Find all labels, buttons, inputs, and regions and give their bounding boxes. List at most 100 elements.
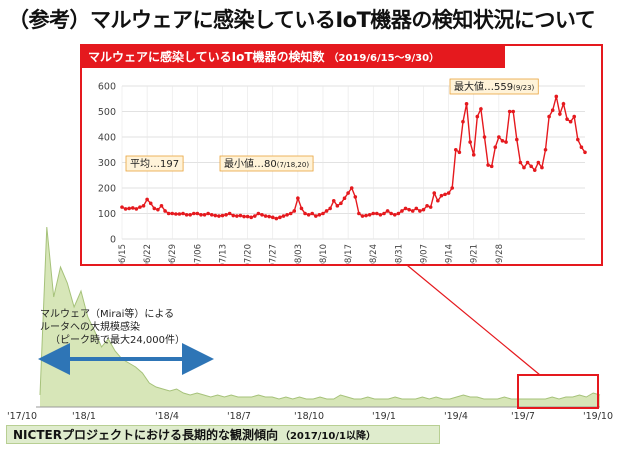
inset-data-point	[328, 206, 332, 211]
inset-annotation-note: (7/18,20)	[277, 161, 310, 169]
inset-annotation-box	[449, 78, 539, 95]
inset-data-point	[342, 196, 347, 200]
inset-data-point	[335, 204, 340, 208]
inset-data-point	[457, 150, 462, 155]
inset-annotation: 最小値…80(7/18,20)	[219, 155, 314, 172]
inset-data-point	[522, 165, 526, 170]
inset-data-point	[170, 211, 175, 216]
inset-data-point	[371, 211, 376, 216]
inset-data-point	[231, 213, 236, 218]
inset-annotation: 最大値…559(9/23)	[449, 78, 539, 95]
inset-data-point	[141, 204, 146, 208]
long-term-xtick-label: '18/4	[155, 411, 179, 422]
inset-data-point	[296, 196, 300, 200]
footer-title: NICTERプロジェクトにおける長期的な観測傾向	[13, 428, 278, 442]
inset-annotation-box	[125, 155, 184, 172]
inset-data-point	[177, 212, 182, 216]
inset-data-point	[238, 213, 243, 218]
inset-data-point	[288, 211, 293, 216]
peak-annotation-line1: マルウェア（Mirai等）による	[40, 309, 175, 320]
inset-data-point	[385, 209, 390, 213]
inset-data-point	[270, 215, 275, 220]
inset-data-point	[439, 193, 444, 198]
inset-data-point	[317, 212, 322, 217]
inset-data-point	[184, 212, 189, 217]
page-title: （参考）マルウェアに感染しているIoT機器の検知状況について	[8, 8, 596, 32]
inset-data-point	[540, 165, 544, 170]
long-term-xtick-label: '19/7	[511, 411, 535, 422]
inset-data-point	[181, 211, 185, 216]
long-term-xtick-layer: '17/10 '18/1 '18/4 '18/7 '18/10 '19/1 '19/4 '19…	[7, 411, 613, 422]
inset-data-point	[217, 214, 221, 218]
inset-annotation-note: (9/23)	[513, 84, 534, 92]
inset-data-point	[443, 192, 447, 197]
inset-data-point	[245, 214, 250, 219]
recent-period-highlight	[517, 374, 599, 409]
inset-data-point	[471, 153, 476, 157]
inset-data-point	[504, 140, 508, 144]
inset-data-point	[418, 209, 422, 213]
inset-data-point	[511, 109, 516, 114]
inset-data-point	[274, 216, 279, 221]
inset-data-point	[407, 207, 411, 212]
inset-data-point	[543, 147, 548, 152]
inset-data-point	[532, 168, 537, 172]
inset-data-point	[145, 197, 149, 202]
inset-data-point	[464, 102, 469, 106]
inset-data-point	[576, 137, 580, 142]
inset-data-point	[174, 212, 178, 216]
inset-data-point	[299, 206, 304, 211]
inset-data-point	[482, 135, 487, 139]
inset-data-point	[382, 211, 386, 216]
inset-data-point	[314, 214, 318, 218]
inset-data-point	[213, 213, 218, 218]
inset-xtick-label: 06/29	[168, 244, 178, 264]
inset-xtick-label: 07/06	[193, 244, 203, 264]
inset-data-point	[515, 137, 519, 142]
inset-data-point	[195, 211, 200, 216]
peak-annotation: マルウェア（Mirai等）による ルータへの大規模感染 （ピーク時で最大24,0…	[40, 308, 185, 347]
inset-data-point	[568, 119, 573, 124]
inset-data-point	[227, 211, 232, 216]
inset-data-point	[479, 107, 483, 111]
inset-data-point	[536, 160, 541, 165]
inset-data-point	[500, 139, 505, 143]
inset-ytick-label: 400	[98, 133, 116, 144]
inset-ytick-label: 500	[98, 107, 116, 118]
inset-xtick-label: 06/22	[143, 244, 153, 264]
long-term-xtick-label: '18/1	[72, 411, 96, 422]
inset-data-point	[453, 147, 458, 152]
inset-annotation-box	[219, 155, 314, 172]
inset-data-point	[349, 186, 354, 190]
inset-chart-title: マルウェアに感染しているIoT機器の検知数	[88, 50, 325, 64]
inset-data-point	[425, 204, 429, 208]
inset-data-point	[310, 211, 315, 216]
inset-data-point	[428, 205, 433, 209]
inset-data-point	[489, 164, 494, 169]
inset-data-point	[518, 160, 523, 165]
inset-data-point	[400, 209, 404, 213]
inset-data-point	[260, 212, 264, 217]
inset-data-point	[364, 213, 368, 218]
inset-data-point	[507, 109, 512, 114]
inset-annotation-layer: 平均…197 最小値…80(7/18,20) 最大値…559(9/23)	[125, 78, 539, 172]
inset-data-point	[360, 214, 365, 218]
inset-data-point	[331, 198, 336, 203]
inset-data-point	[324, 209, 329, 213]
inset-xtick-label: 06/15	[118, 244, 128, 264]
inset-data-point	[561, 102, 566, 106]
inset-data-point	[475, 114, 480, 119]
inset-ytick-label: 0	[110, 235, 116, 246]
inset-xtick-label: 07/20	[244, 244, 254, 264]
inset-data-point	[468, 140, 472, 144]
long-term-xtick-label: '19/10	[583, 411, 613, 422]
inset-annotation-label: 最小値…80(7/18,20)	[224, 157, 309, 170]
callout-arrow	[394, 254, 541, 376]
inset-annotation-label: 平均…197	[130, 158, 179, 170]
inset-data-point	[224, 212, 228, 217]
inset-data-point	[166, 211, 171, 216]
inset-chart-panel: マルウェアに感染しているIoT機器の検知数 （2019/6/15〜9/30） 0 1…	[80, 44, 603, 266]
inset-data-point	[138, 205, 142, 209]
inset-data-point	[392, 212, 397, 217]
inset-data-point	[159, 204, 164, 208]
